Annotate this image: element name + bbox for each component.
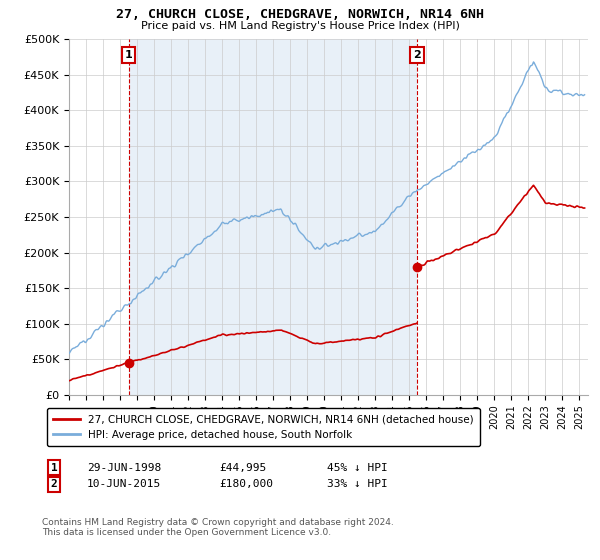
Text: 10-JUN-2015: 10-JUN-2015	[87, 479, 161, 489]
Text: Price paid vs. HM Land Registry's House Price Index (HPI): Price paid vs. HM Land Registry's House …	[140, 21, 460, 31]
Legend: 27, CHURCH CLOSE, CHEDGRAVE, NORWICH, NR14 6NH (detached house), HPI: Average pr: 27, CHURCH CLOSE, CHEDGRAVE, NORWICH, NR…	[47, 408, 480, 446]
Text: 29-JUN-1998: 29-JUN-1998	[87, 463, 161, 473]
Bar	[128, 39, 417, 395]
Text: 27, CHURCH CLOSE, CHEDGRAVE, NORWICH, NR14 6NH: 27, CHURCH CLOSE, CHEDGRAVE, NORWICH, NR…	[116, 8, 484, 21]
Text: 2: 2	[50, 479, 58, 489]
Text: 1: 1	[125, 50, 133, 60]
Text: 33% ↓ HPI: 33% ↓ HPI	[327, 479, 388, 489]
Text: 2: 2	[413, 50, 421, 60]
Text: 1: 1	[50, 463, 58, 473]
Text: Contains HM Land Registry data © Crown copyright and database right 2024.
This d: Contains HM Land Registry data © Crown c…	[42, 518, 394, 538]
Text: 45% ↓ HPI: 45% ↓ HPI	[327, 463, 388, 473]
Text: £44,995: £44,995	[219, 463, 266, 473]
Text: £180,000: £180,000	[219, 479, 273, 489]
